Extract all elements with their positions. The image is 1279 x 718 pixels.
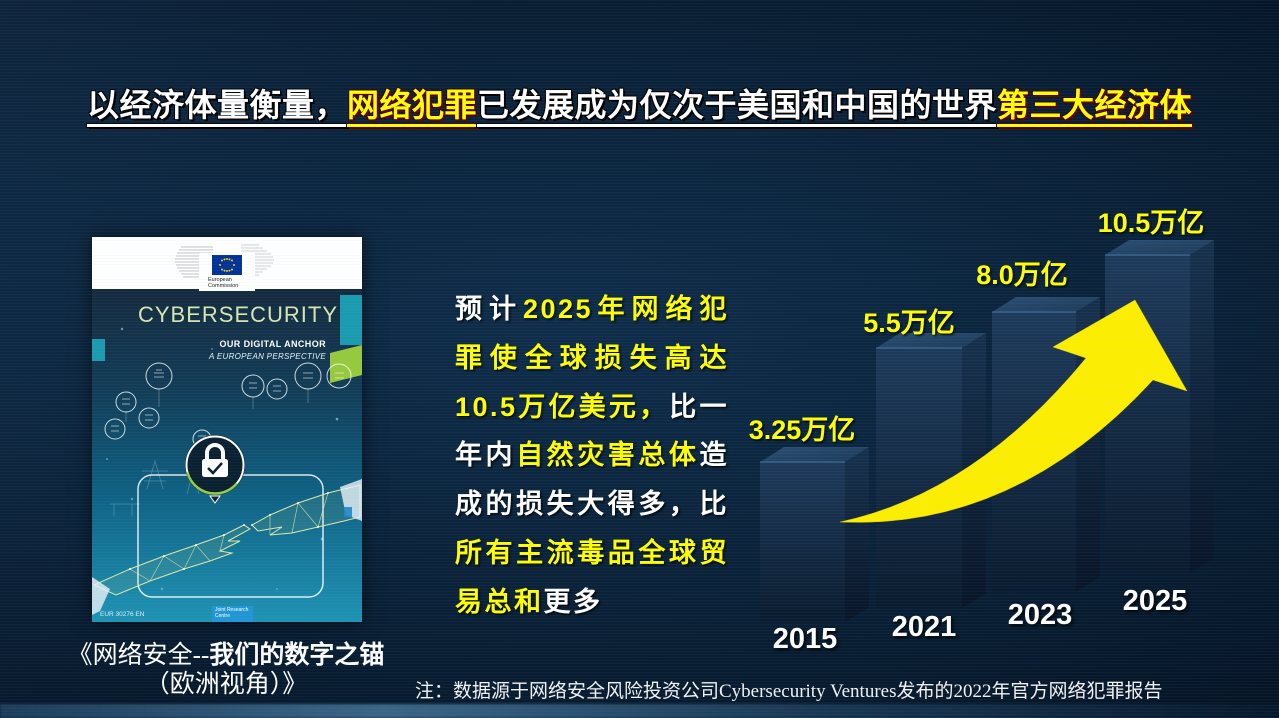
value-label-2015: 3.25万亿 — [748, 415, 856, 445]
title-segment-highlight: 第三大经济体 — [997, 87, 1193, 123]
book-subtitle-secondary: A EUROPEAN PERSPECTIVE — [209, 352, 326, 361]
european-commission-logo: European Commission — [199, 253, 255, 291]
cybercrime-cost-bar-chart: 3.25万亿 5.5万亿 8.0万亿 10.5万亿 2015 2021 2023… — [735, 195, 1250, 665]
book-cover: European Commission CYBERSECURITY OUR DI… — [92, 237, 362, 622]
body-segment-highlight: 2025年网络犯罪使全球损失高达10.5万亿美元， — [455, 294, 729, 422]
slide-title: 以经济体量衡量，网络犯罪已发展成为仅次于美国和中国的世界第三大经济体 — [0, 80, 1279, 126]
book-title: CYBERSECURITY — [138, 302, 339, 327]
jrc-logo-box: Joint Research Centre — [212, 606, 253, 622]
book-reference-code: EUR 30276 EN — [100, 611, 145, 618]
bar-chart-canvas — [760, 240, 1214, 622]
book-caption-line2: （欧洲视角）》 — [144, 671, 308, 698]
body-paragraph: 预计2025年网络犯罪使全球损失高达10.5万亿美元，比一年内自然灾害总体造成的… — [455, 285, 729, 627]
year-label-2023: 2023 — [1007, 599, 1073, 631]
book-subtitle: OUR DIGITAL ANCHOR — [219, 339, 326, 349]
cover-accent-teal-left — [92, 339, 105, 361]
title-segment-highlight: 网络犯罪 — [346, 87, 477, 123]
bar-2021 — [876, 333, 986, 608]
body-segment: 比一年内 — [455, 391, 730, 471]
body-segment-highlight: 自然灾害总体 — [516, 440, 700, 471]
book-cover-header: European Commission — [92, 237, 362, 291]
cover-artwork — [92, 318, 362, 615]
source-footnote: 注：数据源于网络安全风险投资公司Cybersecurity Ventures发布… — [415, 681, 1163, 702]
cover-accent-teal-right — [340, 295, 362, 345]
bar-2015 — [760, 447, 869, 622]
growth-arrow — [839, 299, 1188, 523]
book-caption: 《网络安全--我们的数字之锚 （欧洲视角）》 — [45, 641, 407, 699]
value-label-2023: 8.0万亿 — [976, 260, 1068, 290]
body-segment: 更多 — [543, 586, 603, 617]
book-caption-line1: 《网络安全--我们的数字之锚 — [67, 642, 385, 669]
eu-flag-icon — [212, 255, 242, 275]
title-segment: 以经济体量衡量， — [86, 87, 347, 123]
title-segment: 已发展成为仅次于美国和中国的世界 — [477, 87, 998, 123]
lock-icon — [185, 435, 245, 504]
bottom-glow-band — [0, 704, 1279, 718]
body-segment: 造成的损失大得多，比 — [455, 440, 729, 520]
year-label-2021: 2021 — [891, 611, 957, 643]
body-segment: 预计 — [455, 294, 523, 324]
book-cover-body: CYBERSECURITY OUR DIGITAL ANCHOR A EUROP… — [92, 289, 362, 622]
body-segment-highlight: 所有主流毒品全球贸易总和 — [455, 537, 729, 617]
value-label-2025: 10.5万亿 — [1097, 208, 1205, 238]
year-label-2025: 2025 — [1122, 585, 1188, 617]
wireframe-hand-left — [92, 524, 251, 596]
value-label-2021: 5.5万亿 — [863, 308, 955, 338]
ec-logo-label: European Commission — [208, 277, 239, 289]
year-label-2015: 2015 — [772, 623, 838, 655]
